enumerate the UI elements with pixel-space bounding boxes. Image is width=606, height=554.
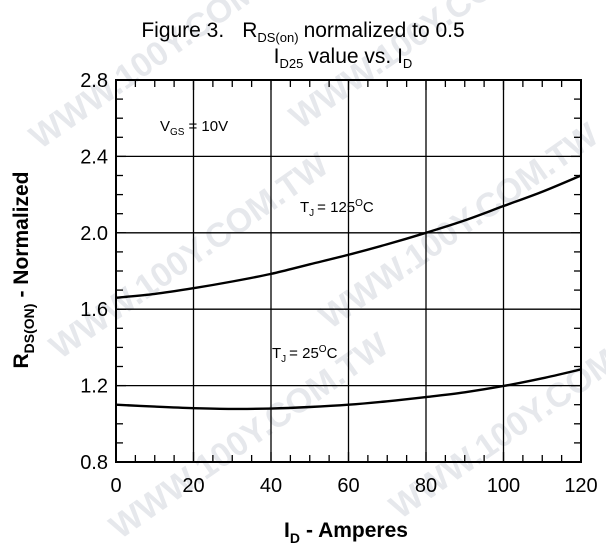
plot-frame: [115, 79, 582, 463]
x-tick-label: 20: [182, 475, 204, 497]
y-axis-label: RDS(ON)- Normalized: [10, 172, 37, 369]
y-tick-label: 2.8: [80, 70, 108, 92]
series-layer: [115, 174, 582, 411]
x-tick-label: 80: [415, 475, 437, 497]
y-tick-label: 2.0: [80, 223, 108, 245]
series-label-25c: TJ = 25OC: [272, 344, 338, 365]
y-tick-label: 2.4: [80, 146, 108, 168]
watermark-text: WWW.100Y.COM.TW: [43, 145, 336, 366]
series-label-125c: TJ = 125OC: [300, 198, 374, 219]
tick-labels: 0 20 40 60 80 100 120 0.8 1.2 1.6 2.0 2.4 2.8: [80, 70, 598, 497]
x-tick-label: 0: [110, 475, 121, 497]
x-axis-label: ID - Amperes: [284, 519, 408, 546]
condition-label: VGS = 10V: [160, 118, 228, 138]
watermark-text: WWW.100Y.COM.TW: [313, 115, 606, 336]
chart-title-line2: ID25 value vs. ID: [274, 45, 413, 71]
watermark-text: WWW.100Y.COM.TW: [103, 325, 396, 546]
watermark-layer: WWW.100Y.COM.TWWWW.100Y.COM.TWWWW.100Y.C…: [23, 0, 606, 547]
grid: [116, 80, 581, 462]
series-line-25c: [115, 368, 582, 411]
x-tick-label: 100: [487, 475, 520, 497]
series-line-125c: [115, 174, 582, 299]
y-tick-label: 1.2: [80, 376, 108, 398]
y-tick-label: 0.8: [80, 452, 108, 474]
chart-title-line1: Figure 3. RDS(on) normalized to 0.5: [141, 19, 464, 45]
x-tick-label: 120: [564, 475, 597, 497]
x-tick-label: 40: [260, 475, 282, 497]
tick-marks: [116, 80, 581, 462]
x-tick-label: 60: [337, 475, 359, 497]
y-tick-label: 1.6: [80, 299, 108, 321]
